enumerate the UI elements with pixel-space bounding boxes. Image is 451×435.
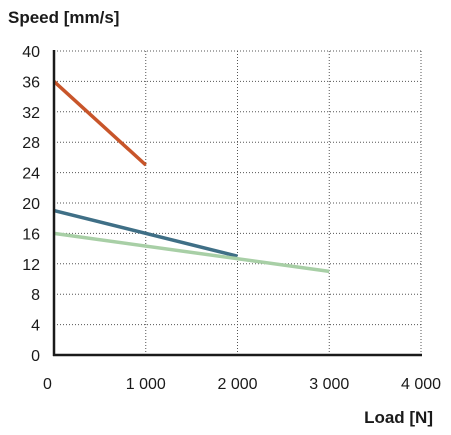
axes [52,50,422,357]
y-tick-label: 24 [22,166,40,183]
series-line-2 [53,208,238,258]
x-tick-label: 4 000 [401,376,441,393]
series-line-3 [53,231,330,274]
series-line-1 [52,80,147,167]
y-tick-label: 4 [31,318,40,335]
y-tick-label: 36 [22,74,40,91]
y-tick-label: 32 [22,105,40,122]
x-tick-labels: 0 1 000 2 000 3 000 4 000 [43,376,441,393]
y-tick-label: 12 [22,257,40,274]
x-axis-title: Load [N] [364,408,433,427]
y-tick-label: 16 [22,226,40,243]
series-lines [52,80,330,274]
y-tick-label: 40 [22,44,40,61]
x-tick-label: 2 000 [217,376,257,393]
y-tick-label: 0 [31,348,40,365]
y-tick-label: 20 [22,196,40,213]
grid-lines [54,50,422,355]
x-tick-label: 3 000 [309,376,349,393]
y-tick-labels: 0 4 8 12 16 20 24 28 32 36 40 [22,44,40,365]
x-tick-label: 0 [43,376,52,393]
y-tick-label: 8 [31,287,40,304]
x-tick-label: 1 000 [126,376,166,393]
y-tick-label: 28 [22,135,40,152]
y-axis-title: Speed [mm/s] [8,8,120,27]
